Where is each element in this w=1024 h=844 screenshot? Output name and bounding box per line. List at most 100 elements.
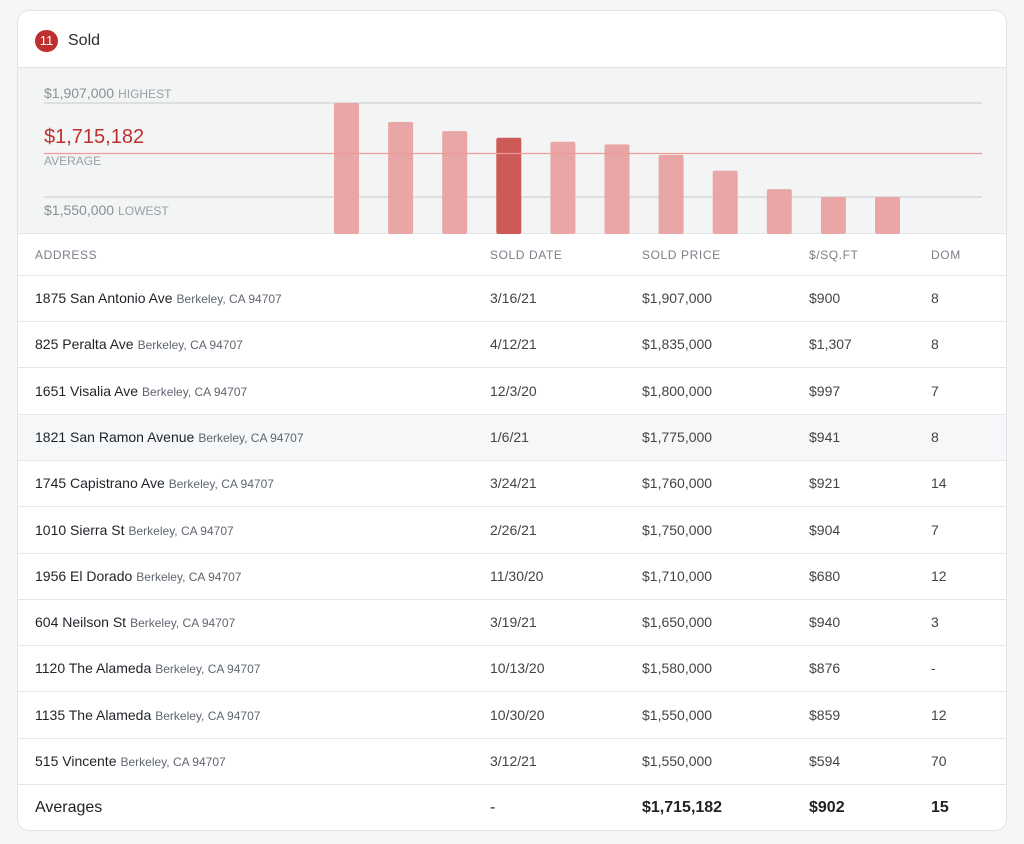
average-label: AVERAGE (44, 154, 101, 168)
price-per-sqft-cell: $859 (809, 706, 841, 723)
col-dom[interactable]: DOM (931, 248, 961, 262)
sold-price-cell: $1,710,000 (642, 567, 713, 584)
dom-cell: 8 (931, 290, 939, 306)
city-state-zip: Berkeley, CA 94707 (130, 616, 236, 631)
dom-cell: 70 (931, 753, 947, 769)
address-cell[interactable]: 825 Peralta Ave Berkeley, CA 94707 (35, 322, 243, 368)
dom-cell: 7 (931, 382, 939, 399)
price-per-sqft-cell: $940 (809, 614, 841, 631)
col-sold-date[interactable]: SOLD DATE (490, 248, 563, 262)
address-cell[interactable]: 1745 Capistrano Ave Berkeley, CA 94707 (35, 461, 274, 507)
price-bar[interactable] (658, 154, 684, 234)
table-row[interactable]: 1956 El Dorado Berkeley, CA 94707 11/30/20… (18, 553, 1006, 600)
address-cell[interactable]: 1875 San Antonio Ave Berkeley, CA 94707 (35, 276, 282, 322)
dom-cell: 8 (931, 336, 939, 353)
price-per-sqft-cell: $594 (809, 753, 841, 769)
sold-date-cell: 2/26/21 (490, 521, 537, 538)
lowest-label: $1,550,000 LOWEST (44, 202, 169, 218)
sold-card: 11 Sold $1,907,000 HIGHEST $1,715,182 AVE… (17, 10, 1007, 831)
city-state-zip: Berkeley, CA 94707 (155, 662, 261, 677)
col-address[interactable]: ADDRESS (35, 248, 98, 262)
chart-svg: $1,907,000 HIGHEST $1,715,182 AVERAGE $1,… (44, 85, 982, 234)
address-cell[interactable]: 1821 San Ramon Avenue Berkeley, CA 94707 (35, 415, 304, 461)
sold-date-cell: 4/12/21 (490, 336, 537, 353)
averages-dom: 15 (931, 799, 949, 816)
table-row[interactable]: 1120 The Alameda Berkeley, CA 94707 10/13/… (18, 646, 1006, 693)
address-cell[interactable]: 1651 Visalia Ave Berkeley, CA 94707 (35, 369, 247, 415)
table-header: ADDRESS SOLD DATE SOLD PRICE $/SQ.FT DOM (18, 234, 1006, 276)
table-row[interactable]: 515 Vincente Berkeley, CA 94707 3/12/21 $1,… (18, 739, 1006, 785)
city-state-zip: Berkeley, CA 94707 (120, 755, 226, 769)
address-cell[interactable]: 1120 The Alameda Berkeley, CA 94707 (35, 646, 260, 692)
price-bar[interactable] (820, 197, 846, 234)
sold-date-cell: 10/13/20 (490, 660, 545, 677)
city-state-zip: Berkeley, CA 94707 (142, 384, 248, 399)
table-row[interactable]: 1010 Sierra St Berkeley, CA 94707 2/26/21 $… (18, 507, 1006, 554)
city-state-zip: Berkeley, CA 94707 (155, 708, 261, 723)
city-state-zip: Berkeley, CA 94707 (136, 569, 242, 584)
address-cell[interactable]: 604 Neilson St Berkeley, CA 94707 (35, 600, 235, 646)
sold-price-cell: $1,775,000 (642, 428, 713, 445)
price-bar[interactable] (766, 189, 792, 234)
sold-date-cell: 12/3/20 (490, 382, 537, 399)
street-address: 1010 Sierra St (35, 521, 125, 538)
street-address: 825 Peralta Ave (35, 336, 134, 353)
sold-date-cell: 3/19/21 (490, 614, 537, 631)
sold-date-cell: 10/30/20 (490, 706, 545, 723)
price-per-sqft-cell: $876 (809, 660, 841, 677)
table-row[interactable]: 1821 San Ramon Avenue Berkeley, CA 94707 1… (18, 414, 1006, 461)
price-per-sqft-cell: $680 (809, 567, 841, 584)
price-bar[interactable] (388, 121, 414, 234)
street-address: 604 Neilson St (35, 614, 127, 631)
table-row[interactable]: 1651 Visalia Ave Berkeley, CA 94707 12/3/2… (18, 368, 1006, 415)
price-bar[interactable] (550, 141, 576, 234)
col-sold-price[interactable]: SOLD PRICE (642, 248, 721, 262)
average-value: $1,715,182 (44, 126, 144, 148)
price-bar[interactable] (604, 144, 630, 234)
card-title: Sold (68, 32, 101, 49)
city-state-zip: Berkeley, CA 94707 (168, 477, 274, 492)
count-badge: 11 (35, 30, 58, 52)
price-per-sqft-cell: $997 (809, 382, 841, 399)
price-bar[interactable] (712, 170, 738, 234)
table-row[interactable]: 825 Peralta Ave Berkeley, CA 94707 4/12/21… (18, 322, 1006, 369)
sold-price-cell: $1,550,000 (642, 706, 713, 723)
city-state-zip: Berkeley, CA 94707 (198, 430, 304, 445)
city-state-zip: Berkeley, CA 94707 (137, 338, 243, 353)
bars-group (334, 103, 900, 234)
sold-price-cell: $1,580,000 (642, 660, 713, 677)
address-cell[interactable]: 515 Vincente Berkeley, CA 94707 (35, 739, 226, 785)
dom-cell: - (931, 660, 936, 677)
price-bar[interactable] (875, 197, 900, 234)
price-bar[interactable] (442, 131, 468, 234)
dom-cell: 3 (931, 614, 939, 631)
price-bar[interactable] (334, 103, 359, 234)
averages-row: Averages - $1,715,182 $902 15 (18, 784, 1006, 830)
sold-date-cell: 1/6/21 (490, 428, 529, 445)
col-price-per-sqft[interactable]: $/SQ.FT (809, 248, 859, 262)
sold-price-cell: $1,750,000 (642, 521, 713, 538)
table-row[interactable]: 1875 San Antonio Ave Berkeley, CA 94707 3/… (18, 276, 1006, 322)
sold-price-cell: $1,907,000 (642, 290, 713, 306)
street-address: 1956 El Dorado (35, 567, 133, 584)
highest-label: $1,907,000 HIGHEST (44, 85, 172, 101)
price-per-sqft-cell: $904 (809, 521, 841, 538)
address-cell[interactable]: 1956 El Dorado Berkeley, CA 94707 (35, 554, 241, 600)
city-state-zip: Berkeley, CA 94707 (128, 523, 234, 538)
price-bar[interactable] (496, 137, 522, 234)
address-cell[interactable]: 1135 The Alameda Berkeley, CA 94707 (35, 693, 260, 739)
street-address: 1821 San Ramon Avenue (35, 428, 195, 445)
sold-date-cell: 3/16/21 (490, 290, 537, 306)
table-row[interactable]: 1135 The Alameda Berkeley, CA 94707 10/30/… (18, 692, 1006, 739)
street-address: 1135 The Alameda (35, 706, 152, 723)
table-row[interactable]: 1745 Capistrano Ave Berkeley, CA 94707 3/2… (18, 461, 1006, 508)
sold-price-cell: $1,550,000 (642, 753, 713, 769)
address-cell[interactable]: 1010 Sierra St Berkeley, CA 94707 (35, 508, 234, 554)
table-row[interactable]: 604 Neilson St Berkeley, CA 94707 3/19/21 $… (18, 600, 1006, 647)
price-chart: $1,907,000 HIGHEST $1,715,182 AVERAGE $1,… (18, 68, 1006, 234)
averages-label: Averages (35, 799, 103, 816)
street-address: 1120 The Alameda (35, 660, 152, 677)
card-header: 11 Sold (18, 11, 1006, 68)
street-address: 515 Vincente (35, 753, 117, 769)
city-state-zip: Berkeley, CA 94707 (176, 292, 282, 306)
